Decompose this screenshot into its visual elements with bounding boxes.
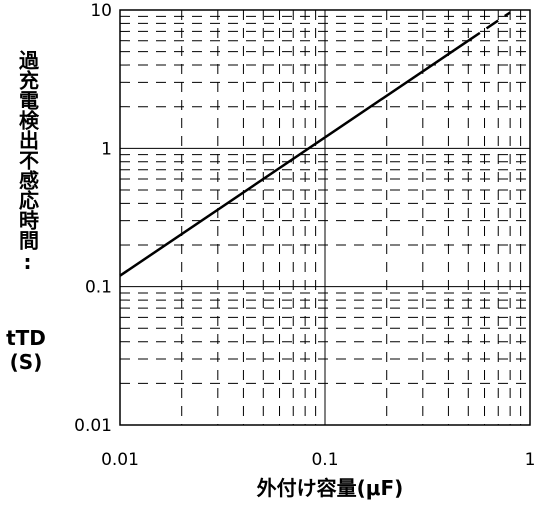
y-tick-label: 10 bbox=[90, 1, 112, 21]
y-tick-label: 0.1 bbox=[85, 278, 112, 298]
x-tick-label: 0.01 bbox=[101, 450, 139, 470]
y-axis-label: 過充電検出不感応時間: bbox=[14, 50, 38, 281]
y-axis-label-text: 過充電検出不感応時間: bbox=[14, 50, 40, 274]
series-line-solid bbox=[120, 41, 468, 276]
y-tick-label: 1 bbox=[101, 139, 112, 159]
x-tick-label: 1 bbox=[525, 450, 536, 470]
y-tick-label: 0.01 bbox=[74, 416, 112, 436]
y-axis-symbol: tTD bbox=[6, 326, 46, 350]
grid bbox=[120, 10, 530, 425]
x-axis-label: 外付け容量(μF) bbox=[257, 476, 404, 500]
y-axis-unit: (S) bbox=[10, 350, 43, 374]
y-axis-label-unit: tTD (S) bbox=[0, 326, 52, 374]
x-tick-label: 0.1 bbox=[311, 450, 338, 470]
